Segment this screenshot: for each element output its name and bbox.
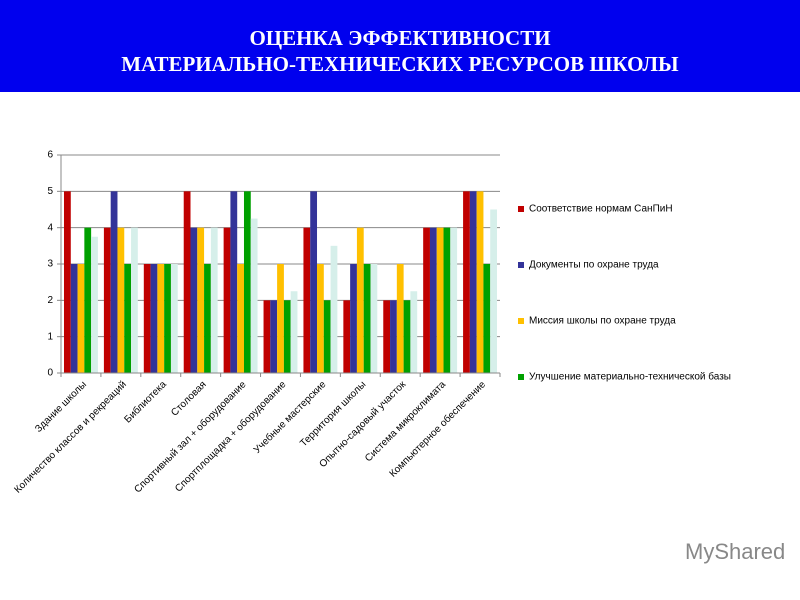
- legend-label: Документы по охране труда: [529, 260, 659, 271]
- bar: [157, 264, 165, 373]
- y-tick-label: 2: [47, 295, 53, 306]
- bar: [204, 264, 211, 373]
- bar: [370, 264, 378, 373]
- bar: [383, 300, 391, 373]
- bar: [164, 264, 171, 373]
- bar: [223, 227, 231, 373]
- bar: [283, 300, 291, 373]
- bar: [450, 227, 458, 373]
- bar: [143, 264, 151, 373]
- bar: [343, 300, 351, 373]
- bar: [124, 264, 132, 373]
- x-tick-label: Библиотека: [122, 378, 169, 425]
- bar: [131, 227, 138, 373]
- bar: [443, 227, 451, 373]
- bar: [230, 191, 238, 373]
- x-tick-label: Система микроклимата: [363, 379, 448, 464]
- y-tick-label: 1: [47, 331, 53, 342]
- header: ОЦЕНКА ЭФФЕКТИВНОСТИ МАТЕРИАЛЬНО-ТЕХНИЧЕ…: [0, 0, 800, 92]
- y-tick-label: 6: [47, 150, 53, 161]
- bar: [310, 191, 318, 373]
- bar: [330, 245, 338, 373]
- bar: [197, 227, 205, 373]
- bar: [323, 300, 331, 373]
- bar: [476, 191, 484, 373]
- bar: [117, 227, 125, 373]
- bar: [363, 264, 371, 373]
- bar: [290, 291, 298, 373]
- y-tick-label: 5: [47, 186, 53, 197]
- legend-label: Соответствие нормам СанПиН: [529, 204, 673, 215]
- bar: [70, 264, 78, 373]
- legend-swatch: [518, 262, 524, 268]
- bar: [270, 300, 278, 373]
- bar: [63, 191, 71, 373]
- bar: [436, 227, 444, 373]
- bar: [429, 227, 437, 373]
- bar: [469, 191, 477, 373]
- bar: [490, 209, 498, 373]
- bar: [390, 300, 397, 373]
- y-tick-label: 3: [47, 259, 53, 270]
- bar: [483, 264, 491, 373]
- bar: [423, 227, 430, 373]
- bar: [356, 227, 364, 373]
- bar: [210, 227, 218, 373]
- legend-swatch: [518, 206, 524, 212]
- legend-label: Улучшение материально-технической базы: [529, 371, 731, 383]
- bar: [91, 236, 98, 373]
- bar: [250, 218, 258, 373]
- bar: [243, 191, 251, 373]
- legend-swatch: [518, 318, 524, 324]
- bar: [463, 191, 470, 373]
- bar: [303, 227, 311, 373]
- bar: [410, 291, 418, 373]
- bar: [317, 264, 324, 373]
- x-tick-label: Столовая: [169, 379, 208, 418]
- title-line: ОЦЕНКА ЭФФЕКТИВНОСТИ: [249, 26, 551, 50]
- legend-label: Миссия школы по охране труда: [529, 316, 676, 327]
- x-tick-label: Учебные мастерские: [251, 378, 329, 456]
- bar: [277, 264, 284, 373]
- y-tick-label: 0: [47, 368, 53, 379]
- bar: [263, 300, 271, 373]
- bar: [350, 264, 357, 373]
- bar: [170, 264, 178, 373]
- y-tick-label: 4: [47, 222, 53, 233]
- bar: [237, 264, 244, 373]
- bar: [84, 227, 92, 373]
- bar: [150, 264, 158, 373]
- watermark: MyShared: [685, 539, 785, 564]
- bar: [190, 227, 198, 373]
- legend-swatch: [518, 374, 524, 380]
- bar: [110, 191, 118, 373]
- bar: [183, 191, 191, 373]
- title-line: МАТЕРИАЛЬНО-ТЕХНИЧЕСКИХ РЕСУРСОВ ШКОЛЫ: [121, 52, 679, 76]
- bar: [103, 227, 111, 373]
- bar: [396, 264, 404, 373]
- bar: [403, 300, 411, 373]
- bar: [77, 264, 85, 373]
